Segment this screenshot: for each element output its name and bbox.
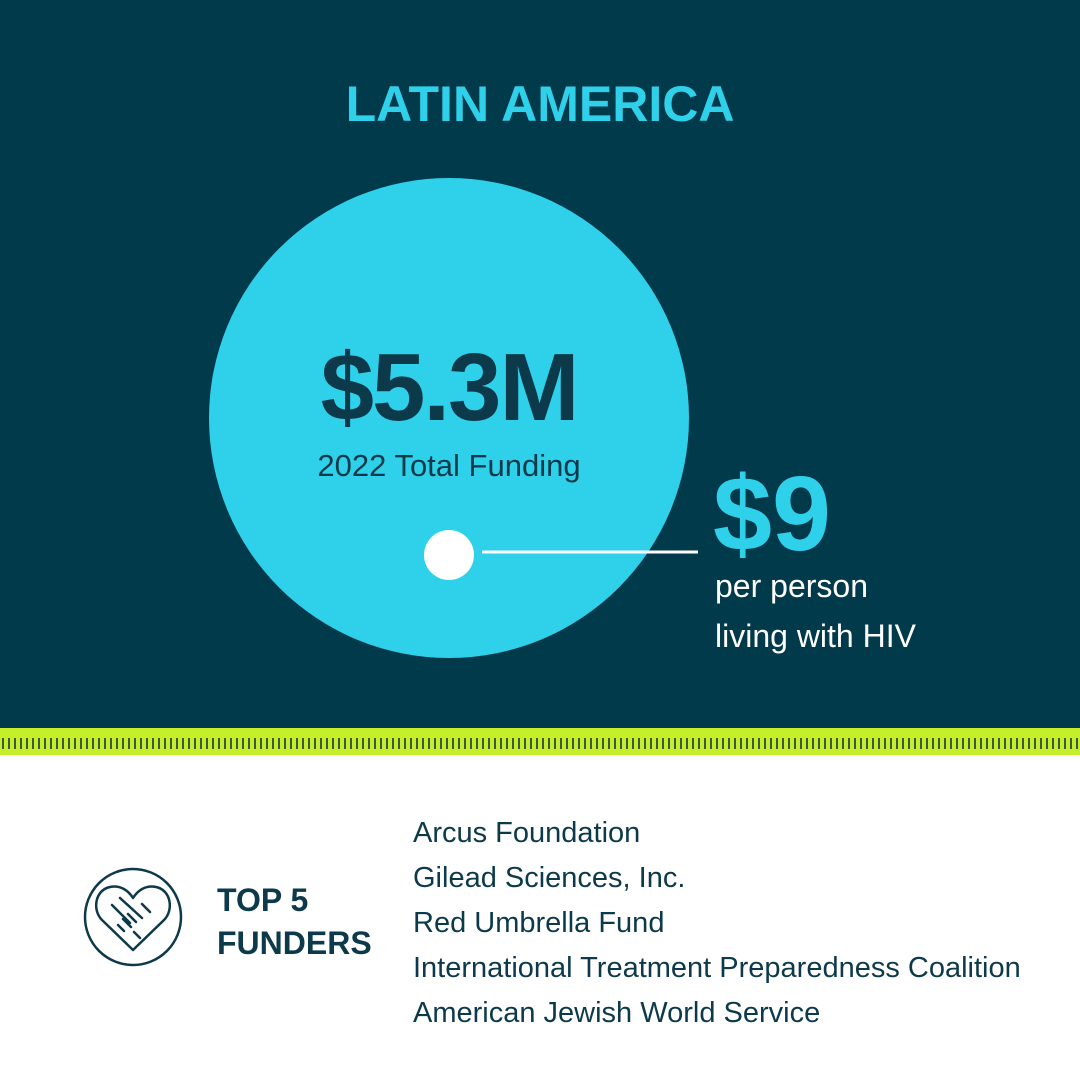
funder: Arcus Foundation xyxy=(413,817,640,849)
per-person-label: living with HIV xyxy=(715,618,917,654)
funder: Red Umbrella Fund xyxy=(413,907,664,939)
per-person-amount: $9 xyxy=(713,455,831,573)
per-person-dot xyxy=(424,530,474,580)
funder: International Treatment Preparedness Coa… xyxy=(413,952,1021,984)
funders-heading: FUNDERS xyxy=(217,925,372,961)
funder: Gilead Sciences, Inc. xyxy=(413,862,685,894)
total-amount: $5.3M xyxy=(321,334,578,441)
funder: American Jewish World Service xyxy=(413,997,820,1029)
total-label: 2022 Total Funding xyxy=(317,448,580,483)
handshake-icon xyxy=(83,867,183,967)
per-person-label: per person xyxy=(715,568,868,604)
funding-circle xyxy=(209,178,689,658)
title: LATIN AMERICA xyxy=(346,76,735,132)
funders-heading: TOP 5 xyxy=(217,882,308,918)
stripe xyxy=(0,728,1080,755)
